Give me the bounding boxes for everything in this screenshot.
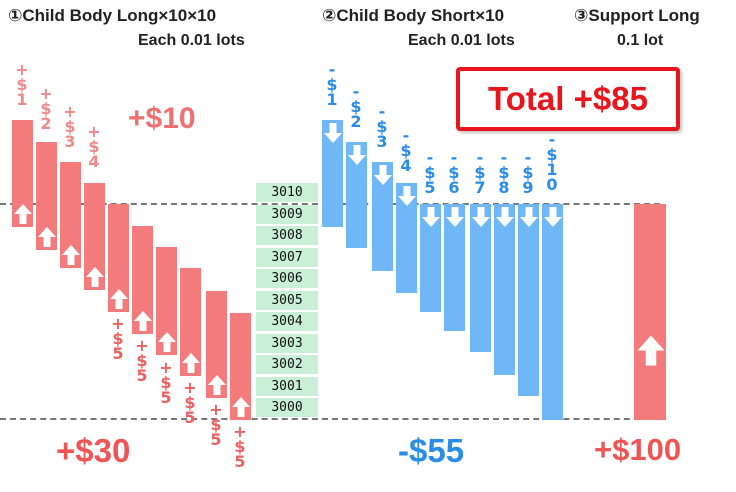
support-long-subtitle: 0.1 lot — [617, 32, 664, 49]
down-arrow-icon — [421, 207, 440, 227]
price-level: 3006 — [256, 269, 318, 289]
down-arrow-icon — [323, 123, 342, 143]
price-level: 3009 — [256, 204, 318, 225]
up-arrow-icon — [37, 227, 56, 247]
down-arrow-icon — [471, 207, 490, 227]
short-bar — [542, 204, 563, 420]
pnl-label: - $ 7 — [474, 148, 486, 197]
support-result: +$100 — [594, 432, 682, 467]
short-result: -$55 — [398, 432, 465, 469]
up-arrow-icon — [109, 289, 128, 309]
pnl-label: - $ 6 — [448, 148, 460, 197]
up-arrow-icon — [13, 204, 32, 224]
price-level: 3008 — [256, 226, 318, 246]
up-arrow-icon — [157, 332, 176, 352]
pnl-label: - $ 5 — [424, 148, 436, 197]
price-level: 3005 — [256, 290, 318, 311]
short-bar — [470, 204, 491, 352]
long-bar — [156, 247, 177, 355]
pnl-label: + $ 1 — [15, 60, 29, 109]
pnl-label: + $ 5 — [111, 314, 125, 363]
price-level: 3002 — [256, 355, 318, 375]
down-arrow-icon — [397, 186, 416, 206]
long-bar — [36, 142, 57, 250]
price-level: 3004 — [256, 312, 318, 332]
short-bar — [444, 204, 465, 331]
price-level: 3007 — [256, 247, 318, 268]
pnl-label: - $ 2 — [350, 82, 362, 131]
price-level: 3000 — [256, 398, 318, 418]
pnl-label: - $ 4 — [400, 126, 412, 175]
long-top-profit: +$10 — [128, 102, 196, 135]
down-arrow-icon — [347, 145, 366, 165]
pnl-label: + $ 5 — [135, 336, 149, 385]
short-bar — [518, 204, 539, 396]
child-short-subtitle: Each 0.01 lots — [408, 32, 515, 49]
down-arrow-icon — [495, 207, 514, 227]
pnl-label: + $ 3 — [63, 102, 77, 151]
pnl-label: - $ 8 — [498, 148, 510, 197]
pnl-label: - $ 9 — [522, 148, 534, 197]
up-arrow-icon — [85, 267, 104, 287]
up-arrow-icon — [231, 397, 250, 417]
short-bar — [372, 162, 393, 271]
short-bar — [420, 204, 441, 312]
pnl-label: + $ 5 — [209, 400, 223, 449]
pnl-label: - $ 1 0 — [546, 130, 558, 194]
long-bar — [206, 291, 227, 398]
pnl-label: - $ 1 — [326, 60, 338, 109]
up-arrow-icon — [61, 245, 80, 265]
up-arrow-icon — [637, 335, 665, 366]
total-label: Total +$85 — [488, 80, 648, 117]
support-long-bar — [634, 204, 666, 420]
short-bar — [322, 120, 343, 227]
down-arrow-icon — [543, 207, 562, 227]
pnl-label: - $ 3 — [376, 102, 388, 151]
up-arrow-icon — [181, 353, 200, 373]
bottom-price-line — [0, 418, 660, 420]
pnl-label: + $ 5 — [183, 378, 197, 427]
child-short-title: ②Child Body Short×10 — [322, 6, 505, 25]
down-arrow-icon — [445, 207, 464, 227]
short-bar — [396, 183, 417, 293]
long-bar — [180, 268, 201, 376]
child-long-subtitle: Each 0.01 lots — [138, 32, 245, 49]
price-level: 3010 — [256, 183, 318, 203]
pnl-label: + $ 5 — [233, 422, 247, 471]
pnl-label: + $ 2 — [39, 84, 53, 133]
down-arrow-icon — [373, 165, 392, 185]
short-bar — [494, 204, 515, 375]
child-long-title: ①Child Body Long×10×10 — [8, 6, 217, 25]
long-bar — [12, 120, 33, 227]
pnl-label: + $ 4 — [87, 122, 101, 171]
up-arrow-icon — [207, 375, 226, 395]
support-long-title: ③Support Long — [574, 6, 700, 25]
long-bar — [132, 226, 153, 334]
long-result: +$30 — [56, 432, 131, 469]
down-arrow-icon — [519, 207, 538, 227]
long-bar — [60, 162, 81, 268]
long-bar — [230, 313, 251, 420]
price-level: 3001 — [256, 376, 318, 397]
pnl-label: + $ 5 — [159, 358, 173, 407]
short-bar — [346, 142, 367, 248]
total-box: Total +$85 — [456, 67, 680, 131]
up-arrow-icon — [133, 311, 152, 331]
long-bar — [108, 204, 129, 312]
long-bar — [84, 183, 105, 290]
price-level: 3003 — [256, 333, 318, 354]
